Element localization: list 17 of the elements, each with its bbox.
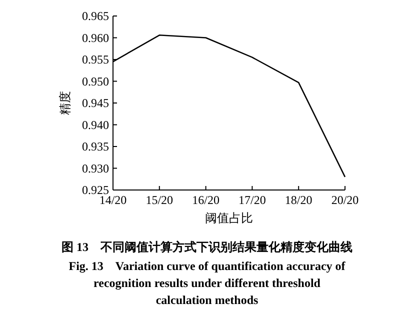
y-tick-label: 0.940 bbox=[82, 118, 109, 132]
x-tick-label: 15/20 bbox=[146, 193, 174, 207]
x-tick-label: 18/20 bbox=[284, 193, 312, 207]
x-tick-label: 20/20 bbox=[331, 193, 359, 207]
y-axis-title: 精度 bbox=[58, 91, 72, 115]
y-tick-label: 0.945 bbox=[82, 96, 109, 110]
x-axis-title: 阈值占比 bbox=[205, 211, 253, 225]
text: 图 13 不同阈值计算方式下识别结果量化精度变化曲线 bbox=[60, 239, 354, 256]
x-tick-label: 16/20 bbox=[192, 193, 220, 207]
y-tick-label: 0.935 bbox=[82, 140, 109, 154]
x-tick-label: 17/20 bbox=[238, 193, 266, 207]
y-tick-label: 0.960 bbox=[82, 30, 109, 45]
y-tick-label: 0.965 bbox=[82, 9, 109, 23]
y-tick-label: 0.930 bbox=[82, 161, 109, 176]
text: Fig. 13 Variation curve of quantification accuracy of recognition results under different threshold calculation methods bbox=[68, 258, 346, 309]
y-tick-label: 0.955 bbox=[82, 52, 109, 66]
y-tick-label: 0.950 bbox=[82, 74, 109, 88]
